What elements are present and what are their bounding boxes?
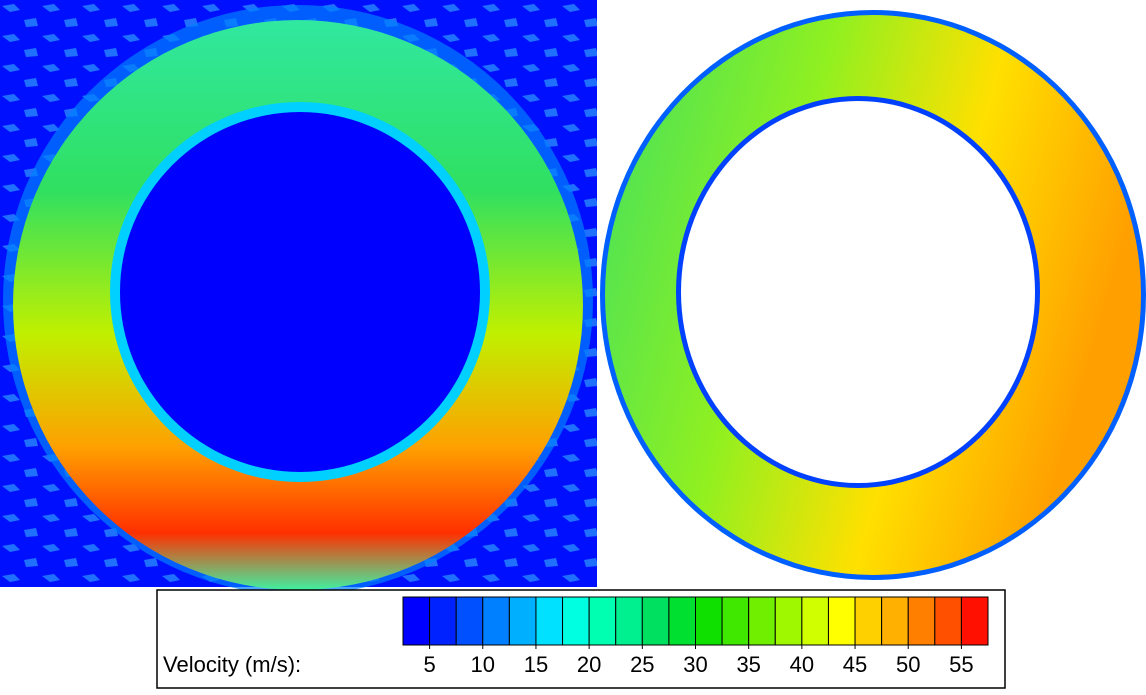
colorbar-segment — [748, 596, 776, 646]
tick-label: 20 — [577, 652, 601, 677]
colorbar-segment — [641, 596, 670, 646]
colorbar-segment — [827, 596, 856, 646]
tick-label: 5 — [423, 652, 435, 677]
colorbar-segment — [588, 596, 617, 646]
tick-label: 30 — [683, 652, 707, 677]
left-contour — [0, 0, 597, 595]
colorbar-segment — [695, 596, 723, 646]
colorbar-segment — [508, 596, 537, 646]
colorbar-segment — [881, 596, 909, 646]
colorbar-segment — [482, 596, 510, 646]
tick-label: 50 — [896, 652, 920, 677]
tick-label: 40 — [790, 652, 814, 677]
colorbar-segment — [801, 596, 829, 646]
colorbar-segment — [774, 596, 803, 646]
tick-label: 15 — [524, 652, 548, 677]
colorbar-segment — [668, 596, 697, 646]
tick-label: 35 — [736, 652, 760, 677]
colorbar-segment — [429, 596, 457, 646]
colorbar-segment — [960, 596, 989, 646]
colorbar-segment — [934, 596, 962, 646]
colorbar-segment — [721, 596, 750, 646]
tick-label: 25 — [630, 652, 654, 677]
colorbar-segment — [615, 596, 643, 646]
colorbar-segment — [907, 596, 936, 646]
tick-label: 45 — [843, 652, 867, 677]
tick-label: 55 — [949, 652, 973, 677]
colorbar-segment — [455, 596, 484, 646]
colorbar-segment — [402, 596, 431, 646]
right-contour — [600, 10, 1146, 580]
tick-label: 10 — [471, 652, 495, 677]
colorbar-segment — [535, 596, 564, 646]
colorbar-segment — [854, 596, 883, 646]
colorbar-label: Velocity (m/s): — [163, 652, 301, 677]
colorbar-segment — [562, 596, 590, 646]
